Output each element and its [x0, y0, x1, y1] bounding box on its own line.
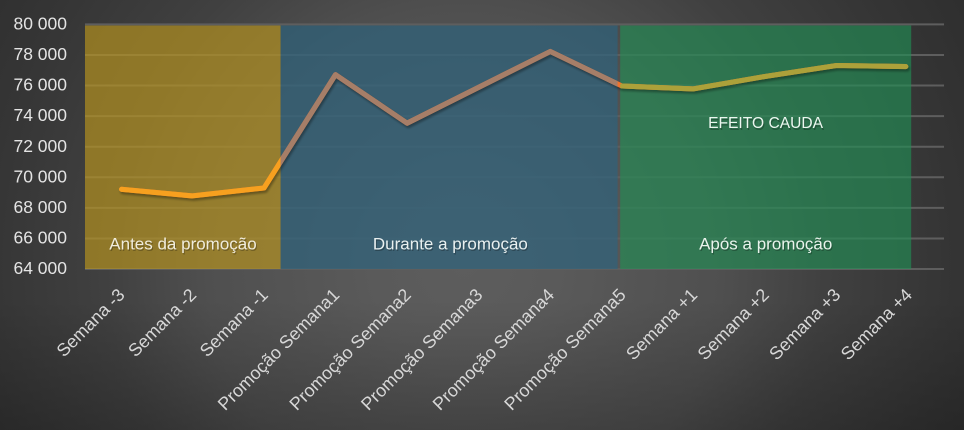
svg-text:72 000: 72 000 [13, 136, 67, 156]
svg-text:Antes da promoção: Antes da promoção [110, 236, 257, 255]
svg-text:EFEITO CAUDA: EFEITO CAUDA [709, 117, 825, 134]
svg-text:70 000: 70 000 [13, 166, 67, 186]
svg-text:78 000: 78 000 [13, 44, 67, 64]
svg-text:Após a promoção: Após a promoção [700, 236, 833, 255]
svg-text:Durante a promoção: Durante a promoção [374, 236, 529, 255]
svg-text:Durante a promoção: Durante a promoção [373, 234, 528, 253]
svg-text:64 000: 64 000 [13, 258, 67, 278]
svg-text:EFEITO CAUDA: EFEITO CAUDA [708, 115, 824, 132]
svg-text:80 000: 80 000 [13, 14, 67, 34]
svg-text:Após a promoção: Após a promoção [699, 234, 832, 253]
svg-text:76 000: 76 000 [13, 75, 67, 95]
svg-text:68 000: 68 000 [13, 197, 67, 217]
svg-text:74 000: 74 000 [13, 105, 67, 125]
svg-text:66 000: 66 000 [13, 228, 67, 248]
svg-text:Antes da promoção: Antes da promoção [109, 234, 256, 253]
